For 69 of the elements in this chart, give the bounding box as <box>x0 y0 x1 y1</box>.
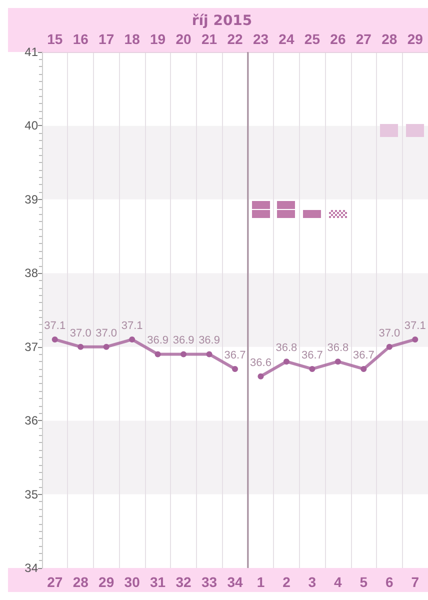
x2-tick-label: 15 <box>47 31 63 47</box>
x-tick-label: 27 <box>47 574 63 590</box>
x-tick-label: 33 <box>201 574 218 590</box>
x2-tick-label: 28 <box>382 31 398 47</box>
data-label: 36.7 <box>352 349 374 362</box>
x-tick-label: 1 <box>256 574 265 590</box>
point <box>52 336 58 342</box>
x-tick-label: 29 <box>98 574 114 590</box>
x-tick-label: 30 <box>124 574 140 590</box>
y-tick-label: 41 <box>24 45 38 59</box>
point <box>283 358 290 365</box>
x2-tick-label: 24 <box>278 31 294 47</box>
y-tick-label: 35 <box>24 487 38 502</box>
point <box>360 366 367 372</box>
point <box>258 373 264 380</box>
data-label: 37.1 <box>404 320 426 332</box>
point <box>154 351 161 358</box>
y-tick-label: 34 <box>24 561 38 575</box>
x2-tick-label: 19 <box>150 31 166 47</box>
x-tick-label: 7 <box>411 574 420 590</box>
x2-tick-label: 29 <box>407 31 424 47</box>
x2-tick-label: 20 <box>176 31 192 47</box>
data-label: 37.0 <box>378 327 400 340</box>
x2-tick-label: 22 <box>227 31 243 47</box>
data-label: 36.9 <box>147 334 169 347</box>
x-tick-label: 6 <box>386 574 394 590</box>
chart-title: říj 2015 <box>192 13 252 29</box>
x-tick-label: 32 <box>176 574 192 590</box>
point <box>232 366 238 372</box>
point <box>206 351 212 358</box>
point <box>309 366 316 372</box>
point <box>103 344 110 350</box>
point <box>412 336 418 342</box>
x2-tick-label: 26 <box>330 31 346 47</box>
x2-tick-label: 27 <box>356 31 372 47</box>
point <box>334 358 341 365</box>
data-label: 37.1 <box>44 320 66 332</box>
y-tick-label: 36 <box>24 414 38 428</box>
x2-tick-label: 23 <box>252 31 269 47</box>
x-tick-label: 34 <box>227 574 243 590</box>
point <box>129 336 136 342</box>
data-label: 37.0 <box>96 327 118 340</box>
point <box>180 351 187 358</box>
x-tick-label: 2 <box>282 574 291 590</box>
x2-tick-label: 16 <box>72 31 89 47</box>
data-label: 36.8 <box>327 342 349 354</box>
x-tick-label: 28 <box>72 574 89 590</box>
data-label: 36.7 <box>224 349 246 362</box>
x-tick-label: 31 <box>150 574 166 590</box>
data-label: 36.8 <box>276 342 298 354</box>
data-label: 37.1 <box>121 320 143 332</box>
point <box>386 344 392 350</box>
x-tick-label: 4 <box>334 574 342 590</box>
x-tick-label: 3 <box>308 574 316 590</box>
y-tick-label: 40 <box>24 118 38 133</box>
x2-tick-label: 18 <box>124 31 140 47</box>
data-label: 36.6 <box>250 356 272 369</box>
point <box>78 344 84 350</box>
y-tick-label: 37 <box>24 340 38 354</box>
x2-tick-label: 17 <box>98 31 114 47</box>
x-tick-label: 5 <box>360 574 368 590</box>
data-label: 36.9 <box>198 334 220 347</box>
data-label: 36.7 <box>301 349 323 362</box>
y-tick-label: 38 <box>24 266 38 280</box>
x2-tick-label: 21 <box>201 31 218 47</box>
data-label: 37.0 <box>70 327 92 340</box>
x2-tick-label: 25 <box>304 31 320 47</box>
data-label: 36.9 <box>172 334 194 347</box>
y-tick-label: 39 <box>24 192 38 206</box>
